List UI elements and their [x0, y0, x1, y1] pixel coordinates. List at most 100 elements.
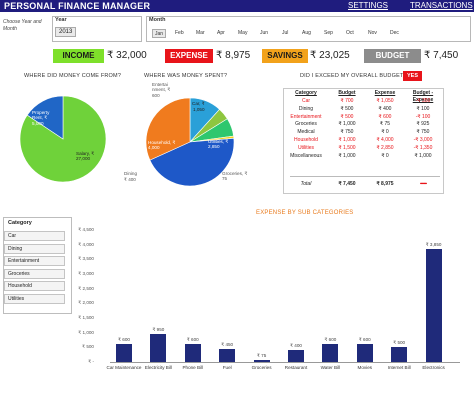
expense-pie-title: WHERE WAS MONEY SPENT? [144, 73, 228, 79]
y-axis-tick: ₹ 4,500 [78, 227, 94, 232]
bar-value-label: ₹ 600 [118, 337, 130, 343]
category-item-utilities[interactable]: Utilities [4, 293, 65, 304]
month-option-may[interactable]: May [238, 30, 248, 36]
bar-9 [425, 249, 442, 362]
income-pie-chart [19, 95, 107, 183]
month-label: Month [149, 17, 166, 23]
month-option-oct[interactable]: Oct [346, 30, 354, 36]
category-item-dining[interactable]: Dining [4, 243, 65, 254]
bar-value-label: ₹ 500 [393, 340, 406, 346]
category-panel-title: Category [8, 220, 32, 226]
budget-value: ₹ 7,450 [424, 50, 459, 61]
income-tile: INCOME [53, 49, 104, 63]
month-option-jan[interactable]: Jan [152, 29, 167, 38]
bar-3 [219, 348, 236, 362]
budget-row-budget: ₹ 500 [340, 113, 354, 120]
choose-year-month-hint: Choose Year and Month [3, 19, 42, 32]
y-axis-tick: ₹ 2,500 [78, 285, 94, 291]
budget-row-budget: ₹ 1,000 [338, 152, 356, 159]
expense-slice-label-utilities: Utilities, ₹ 2,850 [208, 139, 229, 150]
category-item-car[interactable]: Car [4, 231, 65, 241]
savings-value: ₹ 23,025 [310, 50, 350, 61]
budget-total-label: Total [300, 181, 312, 187]
budget-row-budget: ₹ 750 [340, 129, 354, 136]
budget-row-category: Groceries [295, 121, 317, 128]
savings-tile: SAVINGS [262, 49, 308, 63]
year-option-selected[interactable]: 2013 [55, 27, 77, 37]
bar-5 [288, 350, 304, 362]
budget-row-diff: ₹ 750 [416, 129, 430, 136]
y-axis-tick: ₹ 3,000 [78, 271, 94, 276]
y-axis-tick: ₹ 1,000 [78, 329, 94, 335]
budget-row-budget: ₹ 1,000 [338, 121, 356, 128]
expense-pie-slice-4 [149, 138, 235, 187]
budget-row-expense: ₹ 600 [378, 113, 392, 120]
budget-row-expense: ₹ 400 [378, 105, 392, 112]
expense-slice-label-household: Household, ₹ 4,000 [148, 140, 176, 151]
title-bar [0, 0, 474, 12]
budget-table-total-divider [290, 176, 440, 177]
month-option-aug[interactable]: Aug [302, 30, 311, 36]
month-option-jun[interactable]: Jun [260, 30, 269, 36]
month-option-sep[interactable]: Sep [324, 30, 333, 36]
budget-row-expense: ₹ 4,000 [376, 137, 394, 143]
bar-chart-title: EXPENSE BY SUB CATEGORIES [256, 210, 354, 216]
y-axis-tick: ₹ - [88, 359, 94, 364]
x-axis-label: Restaurant [284, 365, 308, 370]
month-option-nov[interactable]: Nov [368, 30, 377, 36]
x-axis-label: Car Maintenance [106, 365, 142, 370]
category-item-household[interactable]: Household [4, 281, 65, 291]
expense-slice-label-groceries: Groceries, ₹ 75 [222, 171, 248, 182]
transactions-link[interactable]: TRANSACTIONS [410, 1, 473, 10]
month-option-jul[interactable]: Jul [282, 30, 289, 36]
bar-2 [184, 344, 201, 362]
budget-table-header: Budget - Expense [412, 90, 434, 103]
bar-8 [391, 347, 408, 362]
budget-row-budget: ₹ 700 [340, 98, 354, 104]
budget-total-expense: ₹ 8,975 [376, 181, 394, 187]
budget-row-category: Dining [298, 105, 314, 112]
bar-6 [322, 344, 339, 362]
budget-row-diff: -₹ 3,000 [413, 137, 433, 143]
month-option-dec[interactable]: Dec [390, 30, 399, 36]
month-option-mar[interactable]: Mar [196, 30, 205, 36]
bar-value-label: ₹ 600 [324, 337, 337, 343]
bar-value-label: ₹ 75 [256, 352, 267, 358]
budget-row-category: Car [301, 98, 311, 104]
expense-pie-slice-5 [145, 97, 191, 161]
app-title: PERSONAL FINANCE MANAGER [4, 1, 151, 11]
x-axis-label: Movies [357, 365, 373, 370]
expense-slice-label-car-value: 1,050 [193, 107, 205, 112]
budget-row-expense: ₹ 1,050 [376, 98, 394, 104]
category-item-groceries[interactable]: Groceries [4, 268, 65, 279]
expense-tile: EXPENSE [165, 49, 213, 63]
budget-table-header: Category [295, 90, 317, 96]
bar-1 [150, 334, 167, 362]
income-slice-label-salary: Salary, ₹ 27,000 [76, 151, 95, 162]
x-axis-label: Electricity Bill [144, 365, 172, 370]
budget-table-header: Expense [374, 90, 396, 96]
budget-row-budget: ₹ 500 [340, 105, 354, 112]
month-option-apr[interactable]: Apr [217, 30, 225, 36]
expense-slice-label-dining-value: ₹ 400 [124, 177, 136, 182]
budget-row-expense: ₹ 0 [381, 129, 389, 136]
income-value: ₹ 32,000 [107, 50, 147, 61]
settings-link[interactable]: SETTINGS [348, 1, 389, 10]
category-item-entertainment[interactable]: Entertainment [4, 256, 65, 266]
income-slice-label-rent: Property Rent, ₹ 5,000 [32, 110, 50, 126]
y-axis-tick: ₹ 500 [82, 344, 94, 350]
bar-0 [116, 344, 132, 362]
bar-value-label: ₹ 400 [290, 343, 302, 349]
budget-row-category: Household [294, 137, 318, 143]
budget-row-expense: ₹ 2,850 [376, 144, 394, 151]
x-axis-label: Groceries [251, 365, 272, 370]
budget-row-expense: ₹ 0 [381, 152, 389, 159]
expense-pie-chart [145, 97, 235, 187]
year-label: Year [55, 17, 67, 23]
budget-total-budget: ₹ 7,450 [338, 181, 356, 187]
x-axis-label: Fuel [222, 365, 232, 370]
budget-row-diff: -₹ 100 [415, 113, 431, 120]
expense-slice-label-car: Car, ₹ [192, 101, 205, 106]
budget-exceeded-question: DID I EXCEED MY OVERALL BUDGET? [300, 73, 407, 79]
month-option-feb[interactable]: Feb [175, 30, 184, 36]
